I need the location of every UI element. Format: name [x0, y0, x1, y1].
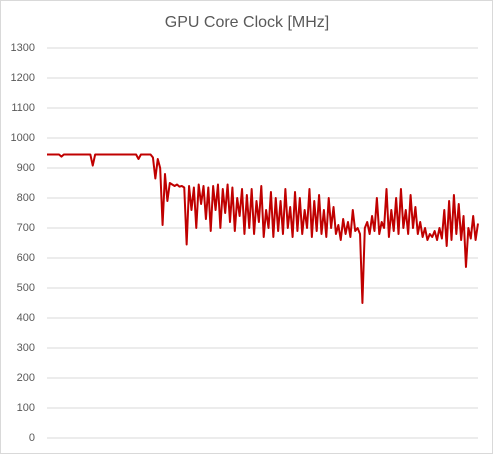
y-tick-label: 0	[29, 432, 35, 444]
y-tick-label: 400	[17, 312, 35, 324]
y-tick-label: 1200	[11, 72, 35, 84]
y-tick-label: 800	[17, 192, 35, 204]
y-tick-label: 700	[17, 222, 35, 234]
y-tick-label: 100	[17, 402, 35, 414]
data-line	[47, 153, 479, 304]
y-tick-label: 200	[17, 372, 35, 384]
y-tick-label: 1300	[11, 42, 35, 54]
y-tick-label: 300	[17, 342, 35, 354]
y-tick-label: 1100	[11, 102, 35, 114]
y-tick-label: 1000	[11, 132, 35, 144]
y-tick-label: 500	[17, 282, 35, 294]
y-tick-label: 600	[17, 252, 35, 264]
y-tick-label: 900	[17, 162, 35, 174]
chart-title: GPU Core Clock [MHz]	[165, 14, 329, 31]
